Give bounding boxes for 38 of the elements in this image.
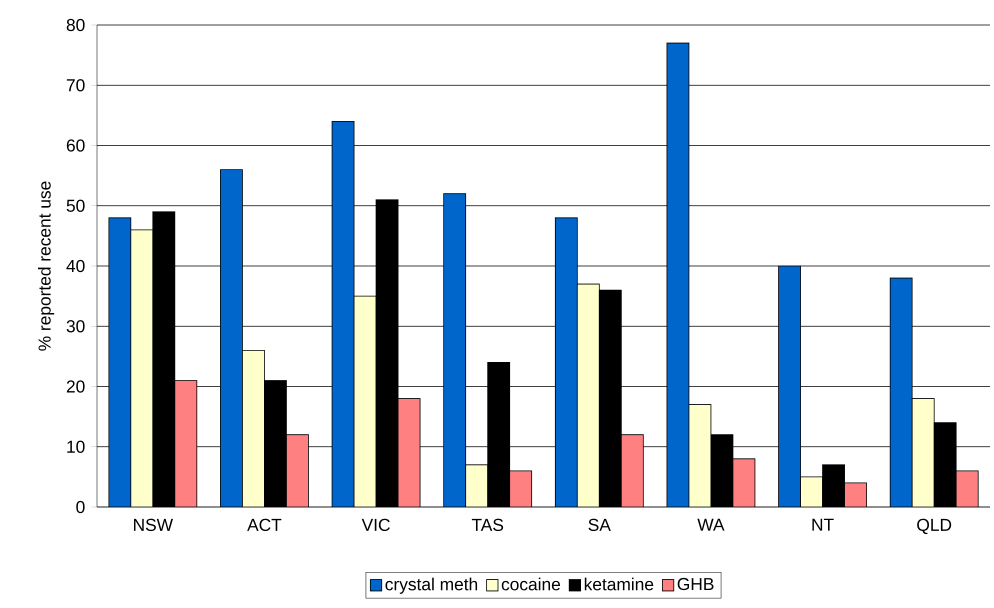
- bar: [174, 380, 198, 507]
- y-tick-label: 20: [66, 380, 85, 393]
- legend-label: crystal meth: [386, 578, 478, 594]
- x-tick-label: NT: [812, 518, 834, 531]
- y-tick-label: 50: [66, 200, 85, 212]
- legend-label: GHB: [678, 578, 714, 590]
- bar: [220, 169, 243, 507]
- x-tick-label: QLD: [917, 518, 952, 534]
- y-tick-label: 70: [66, 79, 85, 92]
- bar: [778, 266, 801, 507]
- bar: [620, 434, 644, 507]
- bar: [286, 434, 309, 507]
- bar: [732, 458, 756, 507]
- bar: [332, 121, 354, 507]
- y-tick-label: 60: [66, 139, 85, 152]
- bar: [443, 193, 466, 507]
- y-tick-label: 80: [66, 18, 85, 32]
- bar: [398, 398, 420, 507]
- legend-label: cocaine: [502, 578, 560, 590]
- x-tick-label: SA: [588, 518, 611, 532]
- bar: [554, 217, 578, 507]
- y-tick-label: 40: [66, 260, 85, 272]
- y-axis-title: % reported recent use: [38, 182, 54, 351]
- bar: [956, 470, 979, 507]
- bar: [509, 470, 532, 507]
- bar: [890, 278, 913, 507]
- y-tick-label: 10: [67, 440, 85, 453]
- y-tick-label: 0: [76, 500, 85, 514]
- x-tick-label: NSW: [134, 518, 173, 532]
- x-tick-label: WA: [697, 518, 725, 531]
- legend-label: ketamine: [584, 578, 654, 590]
- bar: [108, 217, 132, 507]
- y-tick-label: 30: [66, 320, 85, 332]
- x-tick-label: VIC: [362, 518, 390, 532]
- bar: [844, 482, 867, 507]
- x-tick-label: TAS: [472, 518, 504, 532]
- x-tick-label: ACT: [247, 518, 282, 532]
- bar: [666, 42, 690, 507]
